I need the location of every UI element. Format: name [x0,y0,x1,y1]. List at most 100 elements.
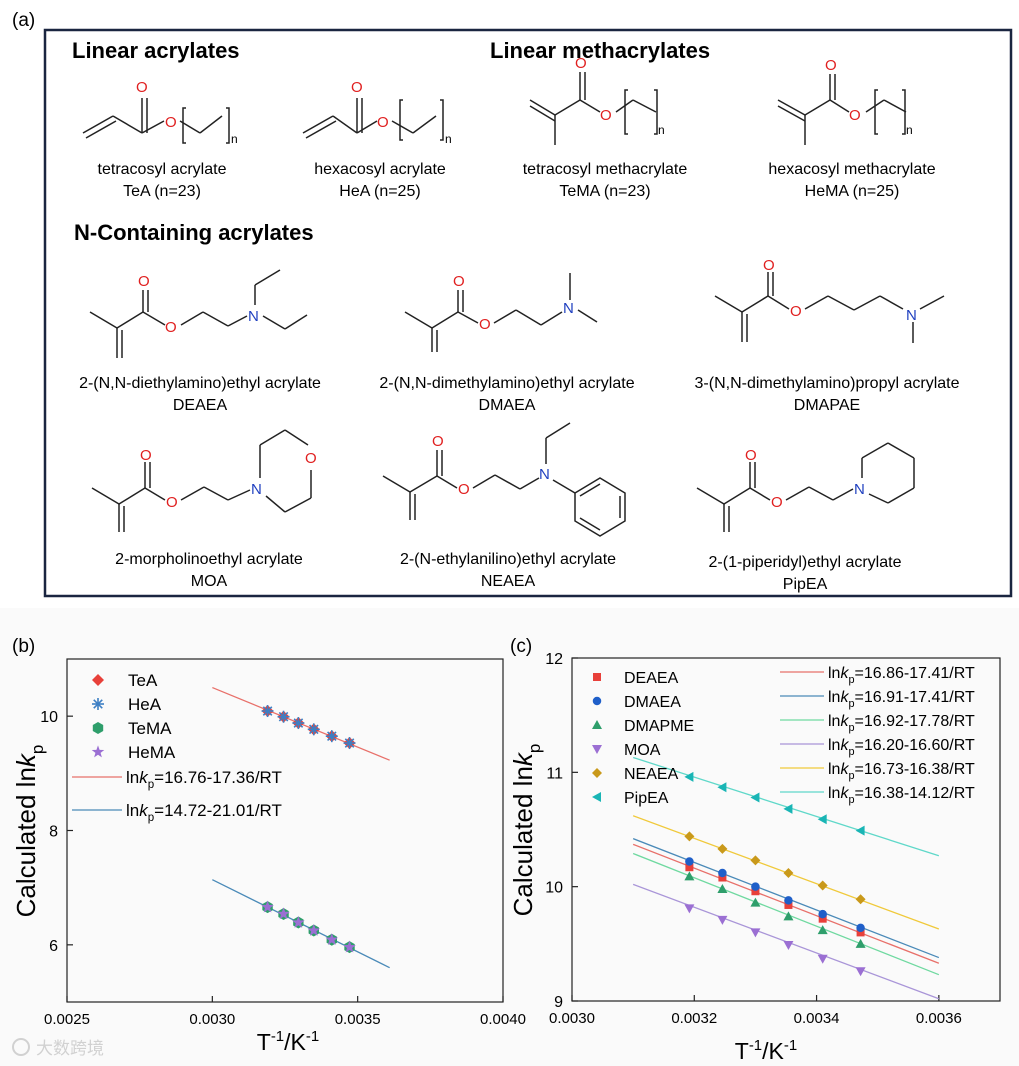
watermark: 大数跨境 [12,1038,104,1058]
structure-deaea [89,269,308,358]
watermark-logo-icon [12,1038,30,1056]
legend-fit-label: lnkp=16.76-17.36/RT [126,768,282,791]
molecule-code: TeA (n=23) [123,183,201,200]
atom-o: O [771,494,783,511]
data-point-hema [325,933,339,946]
molecule-code: DMAEA [479,397,536,414]
atom-o: O [458,481,470,498]
atom-n: N [539,466,550,483]
legend: TeA HeA TeMA HeMA lnkp=16.76-17.36/RT lnkp=14… [72,671,282,824]
molecule-code: DEAEA [173,397,228,414]
legend-marker-dmaea [592,696,602,706]
data-point-pipea [717,782,727,793]
charts-background [0,608,1019,1066]
atom-o: O [745,447,757,464]
x-tick-label: 0.0030 [549,1010,595,1027]
molecule-name: 2-morpholinoethyl acrylate [115,551,303,568]
structure-tema [529,72,658,145]
data-point-deaea [718,873,727,882]
data-point-hema [343,940,356,953]
data-point-moa [750,928,761,938]
structure-dmaea [404,273,598,352]
plot-frame [571,657,1001,1002]
data-point-neaea [855,894,866,905]
data-point-dmapme [684,871,695,881]
data-point-hema [307,923,321,936]
molecule-code: NEAEA [481,573,536,590]
data-point-dmapme [783,911,794,921]
molecule-name: tetracosyl methacrylate [523,161,688,178]
data-point-dmaea [751,882,760,891]
legend-marker-pipea [592,792,601,802]
atom-n: N [248,308,259,325]
legend-series-label: TeMA [128,719,172,738]
data-point-moa [717,915,728,925]
legend-marker-tea [92,674,104,686]
data-point-dmapme [750,897,761,907]
atom-o: O [165,114,177,131]
data-point-dmaea [818,909,827,919]
chart-c: (c) 0.0030 0.0032 0.0034 0.0036 9 10 11 12 DEAE… [508,636,1001,1064]
data-point-hema [261,900,274,913]
molecule-name: 2-(1-piperidyl)ethyl acrylate [709,554,902,571]
legend-fit-label: lnkp=16.38-14.12/RT [828,785,975,806]
molecule-code: DMAPAE [794,397,860,414]
molecule-name: hexacosyl methacrylate [768,161,935,178]
atom-o: O [136,79,148,96]
data-point-deaea [856,928,865,937]
y-tick-label: 8 [49,824,58,841]
atom-n: N [251,481,262,498]
atom-o: O [825,57,837,74]
fit-line [632,756,940,857]
structure-hema [777,74,907,145]
legend-series-label: TeA [128,671,158,690]
legend-fit-label: lnkp=16.86-17.41/RT [828,665,975,686]
legend-marker-tema [92,722,104,734]
atom-n-index: n [906,123,913,137]
atom-o: O [140,447,152,464]
y-tick-label: 11 [546,765,563,782]
data-point-hea [277,710,290,723]
legend-series-label: DMAPME [624,718,694,735]
data-point-moa [817,954,828,964]
data-point-deaea [751,887,760,896]
section-title-n-containing: N-Containing acrylates [74,220,314,245]
molecule-code: HeMA (n=25) [805,183,900,200]
data-point-dmaea [784,896,793,905]
watermark-text: 大数跨境 [36,1039,104,1058]
data-point-hea [292,717,305,730]
y-tick-label: 10 [40,709,58,726]
legend-fit-label: lnkp=14.72-21.01/RT [126,801,282,824]
x-tick-label: 0.0025 [44,1011,90,1028]
atom-o: O [351,79,363,96]
x-tick-label: 0.0034 [794,1010,840,1027]
data-point-neaea [684,831,695,842]
atom-o: O [849,107,861,124]
y-tick-label: 9 [554,994,563,1011]
panel-b-label: (b) [12,636,35,657]
panel-a: (a) Linear acrylates Linear methacrylate… [12,10,1013,598]
molecule-code: HeA (n=25) [339,183,420,200]
molecule-name: 2-(N,N-diethylamino)ethyl acrylate [79,375,321,392]
panel-a-frame [43,28,1013,598]
atom-o: O [600,107,612,124]
molecule-code: TeMA (n=23) [559,183,650,200]
atom-o: O [790,303,802,320]
data-point-dmaea [718,868,727,878]
data-point-pipea [783,803,793,814]
molecule-code: PipEA [783,576,828,593]
data-points [261,705,356,954]
section-title-linear-methacrylates: Linear methacrylates [490,38,710,63]
legend-series-label: HeMA [128,743,176,762]
data-point-dmapme [717,883,728,893]
atom-o: O [305,450,317,467]
legend-series-label: PipEA [624,790,669,807]
data-point-pipea [855,825,865,836]
x-tick-label: 0.0040 [480,1011,526,1028]
data-point-moa [783,940,794,950]
legend-fit-label: lnkp=16.73-16.38/RT [828,761,975,782]
data-point-neaea [783,867,794,878]
legend-series-label: DEAEA [624,670,679,687]
structure-neaea [382,422,626,537]
